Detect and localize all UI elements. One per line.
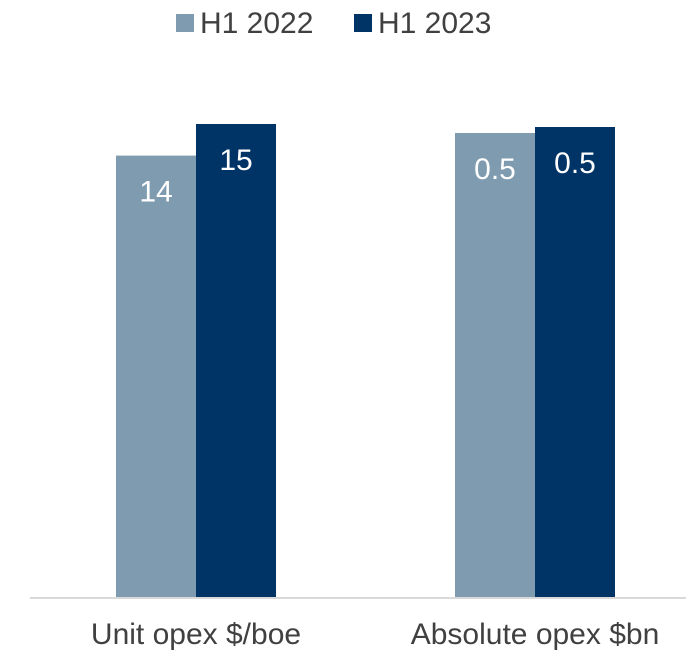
legend-swatch xyxy=(354,14,372,32)
legend-swatch xyxy=(176,14,194,32)
data-label: 15 xyxy=(219,144,252,177)
data-label: 0.5 xyxy=(554,147,596,180)
bar-h1-2023-1 xyxy=(535,127,615,598)
bars: 14 15 0.5 0.5 xyxy=(116,124,615,598)
category-labels: Unit opex $/boe Absolute opex $bn xyxy=(91,618,659,650)
bar-h1-2022-0 xyxy=(116,155,196,598)
bar-h1-2023-0 xyxy=(196,124,276,598)
data-label: 14 xyxy=(139,176,172,209)
category-label: Absolute opex $bn xyxy=(411,618,660,650)
legend-label: H1 2022 xyxy=(200,7,313,40)
legend-label: H1 2023 xyxy=(378,7,491,40)
category-label: Unit opex $/boe xyxy=(91,618,301,650)
bar-h1-2022-1 xyxy=(455,133,535,598)
legend: H1 2022 H1 2023 xyxy=(176,7,491,40)
data-label: 0.5 xyxy=(474,153,516,186)
